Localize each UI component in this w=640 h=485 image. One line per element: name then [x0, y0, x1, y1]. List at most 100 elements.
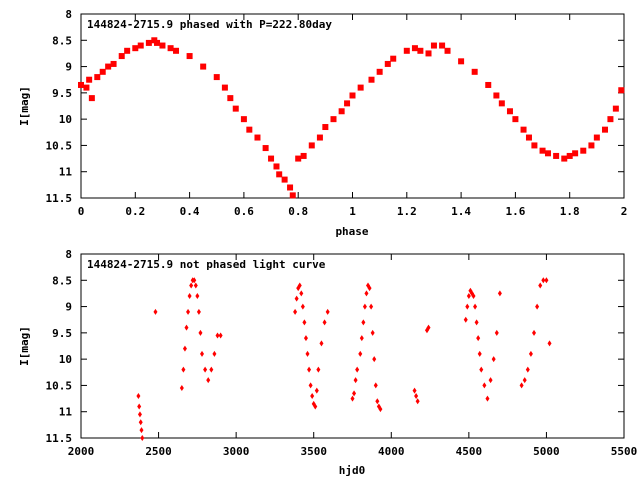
- unphased-data-point: [544, 277, 549, 284]
- unphased-data-point: [362, 303, 367, 310]
- phased-data-point: [78, 81, 84, 88]
- phased-data-point: [471, 68, 478, 75]
- unphased-data-point: [187, 293, 192, 300]
- phased-data-point: [338, 108, 345, 115]
- unphased-data-point: [189, 282, 194, 289]
- unphased-data-point: [138, 419, 143, 426]
- unphased-data-point: [415, 398, 420, 405]
- unphased-data-point: [308, 382, 313, 389]
- phased-light-curve-panel: 0 0.2 0.4 0.6 0.8 1 1.2 1.4 1.6 1.8 2 8 8.5 9 9.5 10 10.…: [18, 8, 627, 238]
- unphased-data-point: [322, 319, 327, 326]
- phased-x-tick-label: 1.2: [397, 205, 417, 218]
- phased-data-point: [200, 63, 207, 70]
- unphased-x-tick-label: 5000: [533, 445, 560, 458]
- phased-x-tick-label: 1.4: [451, 205, 471, 218]
- phased-data-point: [300, 152, 307, 159]
- phased-data-point: [403, 47, 410, 54]
- unphased-data-point: [137, 411, 142, 418]
- phased-data-point: [485, 81, 492, 88]
- unphased-data-point: [294, 295, 299, 302]
- unphased-data-point: [195, 293, 200, 300]
- phased-data-point: [357, 84, 364, 91]
- phased-data-point: [240, 116, 247, 123]
- unphased-data-point: [525, 366, 530, 373]
- phased-y-tick-label: 10.5: [46, 139, 73, 152]
- unphased-y-tick-label: 8: [65, 248, 72, 261]
- phased-data-point: [417, 47, 424, 54]
- unphased-data-point: [491, 356, 496, 363]
- unphased-data-point: [212, 350, 217, 357]
- phased-y-axis-label: I[mag]: [18, 86, 31, 126]
- unphased-y-tick-label: 9: [65, 301, 72, 314]
- unphased-data-point: [140, 435, 145, 441]
- phased-data-point: [561, 155, 568, 162]
- phased-data-point: [289, 192, 296, 199]
- phased-data-point: [276, 171, 283, 178]
- phased-data-point: [83, 84, 90, 91]
- phased-data-point: [268, 155, 275, 162]
- unphased-x-tick-label: 2000: [68, 445, 95, 458]
- phased-y-tick-label: 11: [59, 166, 73, 179]
- unphased-data-point: [473, 303, 478, 310]
- phased-data-point: [425, 50, 432, 57]
- phased-data-point: [444, 47, 451, 54]
- phased-data-point: [118, 53, 125, 60]
- phased-data-point: [525, 134, 532, 141]
- phased-data-point: [368, 76, 375, 83]
- unphased-data-point: [519, 382, 524, 389]
- phased-data-point: [553, 152, 560, 159]
- unphased-data-point: [463, 316, 468, 323]
- phased-data-point: [376, 68, 383, 75]
- unphased-light-curve-panel: 2000 2500 3000 3500 4000 4500 5000 5500 8 8.5 9 9.5…: [18, 248, 637, 477]
- phased-data-point: [221, 84, 228, 91]
- unphased-y-tick-label: 10.5: [46, 379, 73, 392]
- unphased-data-point: [372, 356, 377, 363]
- unphased-data-point: [314, 387, 319, 394]
- unphased-y-tick-label: 8.5: [52, 274, 72, 287]
- unphased-data-point: [200, 350, 205, 357]
- phased-x-tick-label: 1.6: [505, 205, 525, 218]
- unphased-data-point: [414, 392, 419, 399]
- phased-x-tick-label: 0.2: [125, 205, 145, 218]
- unphased-data-point: [325, 308, 330, 315]
- unphased-data-point: [198, 329, 203, 336]
- unphased-data-point: [532, 329, 537, 336]
- phased-data-point: [167, 45, 174, 52]
- unphased-data-point: [297, 282, 302, 289]
- unphased-data-point: [535, 303, 540, 310]
- unphased-data-point: [209, 366, 214, 373]
- unphased-data-point: [137, 403, 142, 410]
- unphased-data-point: [522, 377, 527, 384]
- unphased-x-tick-label: 2500: [145, 445, 172, 458]
- unphased-x-tick-label: 5500: [611, 445, 638, 458]
- phased-data-point: [458, 58, 465, 65]
- unphased-data-point: [355, 366, 360, 373]
- unphased-data-point: [466, 293, 471, 300]
- phased-data-point: [213, 74, 220, 81]
- phased-data-point: [99, 68, 106, 75]
- unphased-data-point: [192, 277, 197, 284]
- phased-data-point: [506, 108, 513, 115]
- unphased-y-tick-label: 11.5: [46, 432, 73, 445]
- unphased-data-point: [182, 345, 187, 352]
- phased-data-points: [78, 37, 625, 199]
- unphased-y-tick-label: 10: [59, 353, 72, 366]
- unphased-data-point: [350, 395, 355, 402]
- unphased-data-point: [193, 282, 198, 289]
- phased-data-point: [390, 55, 397, 62]
- unphased-data-point: [474, 319, 479, 326]
- phased-data-point: [88, 95, 95, 102]
- unphased-data-point: [485, 395, 490, 402]
- phased-x-axis-label: phase: [335, 225, 368, 238]
- phased-data-point: [498, 100, 505, 107]
- phased-data-point: [159, 42, 166, 49]
- phased-x-tick-label: 0.4: [180, 205, 200, 218]
- unphased-data-point: [218, 332, 223, 339]
- unphased-data-point: [369, 303, 374, 310]
- phased-y-tick-label: 9.5: [52, 87, 72, 100]
- phased-data-point: [439, 42, 446, 49]
- phased-data-point: [281, 176, 288, 183]
- phased-data-point: [572, 150, 579, 157]
- unphased-data-point: [307, 366, 312, 373]
